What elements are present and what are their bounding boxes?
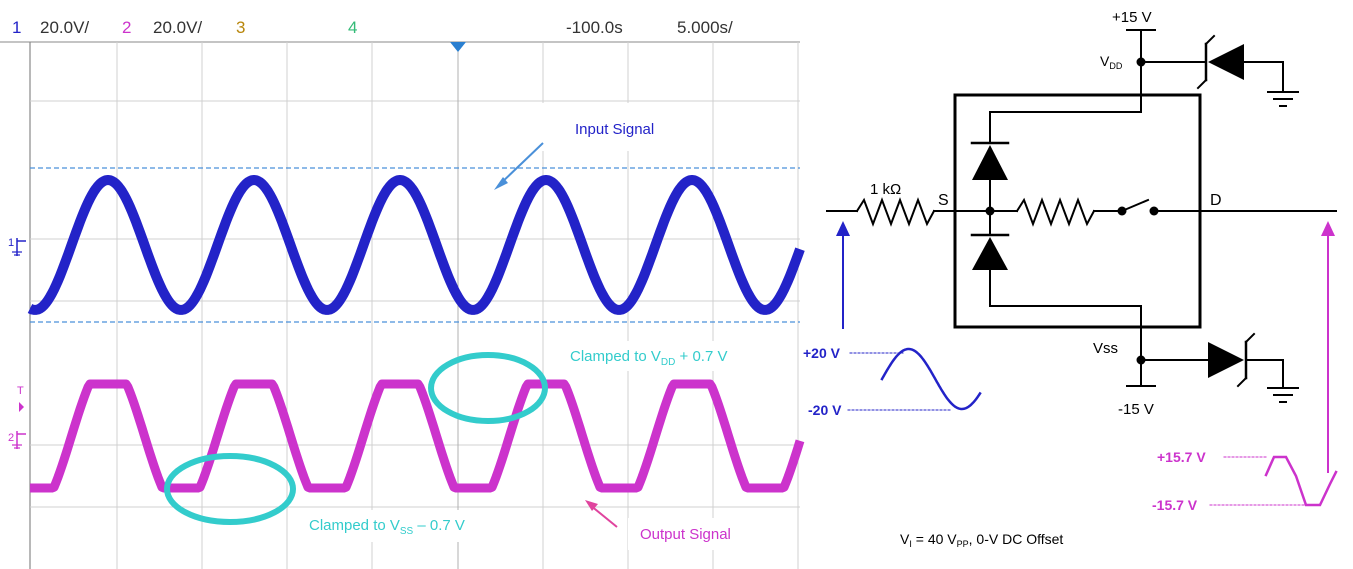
input-pos-label: +20 V: [803, 345, 841, 361]
ch4-number: 4: [348, 18, 357, 37]
on-resistance-icon: [1015, 197, 1096, 227]
clamp-vdd-label: Clamped to VDD + 0.7 V: [570, 348, 727, 368]
time-offset: -100.0s: [566, 18, 623, 37]
output-signal-label: Output Signal: [640, 526, 731, 543]
vdd-label: VDD: [1100, 53, 1123, 71]
source-node: [985, 206, 995, 216]
lower-esd-diode-icon: [970, 233, 1010, 270]
vdd-supply-label: +15 V: [1112, 9, 1152, 26]
test-condition: VI = 40 VPP, 0-V DC Offset: [900, 531, 1063, 549]
ch3-number: 3: [236, 18, 245, 37]
ch2-scale: 20.0V/: [153, 18, 202, 37]
vdd-clamp-diode-icon: [1196, 34, 1244, 90]
ch2-ground-marker: 2: [8, 431, 26, 449]
ch1-ground-marker: 1: [8, 237, 26, 256]
ch1-scale: 20.0V/: [40, 18, 89, 37]
drain-pin-label: D: [1210, 192, 1222, 209]
output-clamped-icon: [1264, 455, 1338, 507]
series-resistor-icon: [855, 197, 936, 227]
trigger-position-icon: [450, 42, 466, 52]
ground-icon: [1267, 387, 1299, 403]
ch1-number: 1: [12, 18, 21, 37]
schematic: +15 V VDD: [803, 9, 1338, 549]
ch2-number: 2: [122, 18, 131, 37]
svg-text:T: T: [17, 385, 24, 397]
resistor-label: 1 kΩ: [870, 181, 901, 198]
oscilloscope: 1 20.0V/ 2 20.0V/ 3 4 -100.0s 5.000s/ 1 …: [0, 12, 805, 569]
input-waveform: [27, 175, 805, 315]
input-neg-label: -20 V: [808, 402, 842, 418]
svg-text:2: 2: [8, 432, 14, 444]
clamp-vss-label: Clamped to VSS – 0.7 V: [309, 517, 465, 537]
output-signal-arrow: [589, 504, 618, 528]
svg-text:1: 1: [8, 237, 14, 249]
input-signal-arrow: [497, 142, 544, 187]
trigger-level-marker: T: [17, 385, 24, 412]
output-pos-label: +15.7 V: [1157, 449, 1206, 465]
output-neg-label: -15.7 V: [1152, 497, 1198, 513]
scope-header: [0, 12, 800, 42]
clamp-vdd-highlight: [428, 352, 548, 424]
output-waveform: [27, 379, 805, 493]
source-pin-label: S: [938, 192, 949, 209]
vss-supply-label: -15 V: [1118, 401, 1154, 418]
upper-esd-diode-icon: [970, 141, 1010, 180]
ground-icon: [1267, 91, 1299, 107]
vss-label: Vss: [1093, 340, 1118, 357]
switch-icon: [1117, 198, 1159, 216]
clamp-vss-highlight: [164, 453, 296, 525]
input-signal-label: Input Signal: [575, 121, 654, 138]
timebase: 5.000s/: [677, 18, 733, 37]
input-sine-icon: [880, 347, 982, 411]
